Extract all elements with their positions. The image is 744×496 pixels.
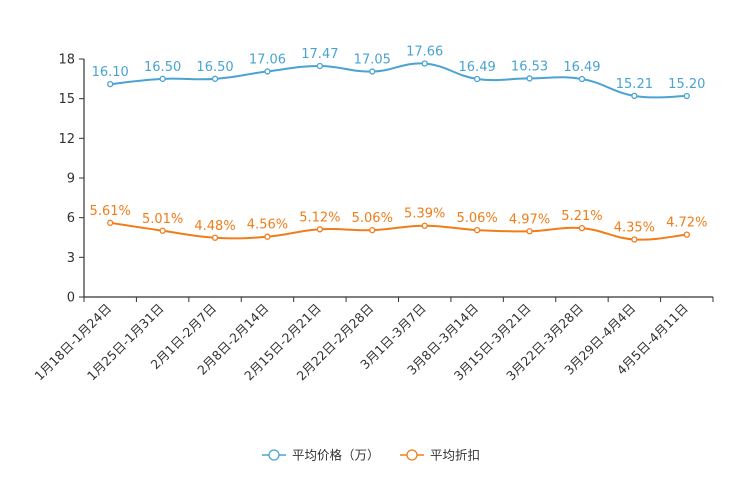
data-point[interactable] — [107, 219, 114, 226]
data-label: 5.12% — [299, 210, 340, 225]
series-1: 5.61% 5.01% 4.48% 4.56% 5.12% 5.06% 5.39% 5.06%… — [90, 204, 707, 243]
series-0: 16.10 16.50 16.50 17.06 17.47 17.05 17.66 16.49… — [92, 44, 705, 100]
legend-item-1[interactable]: 平均折扣 — [400, 448, 480, 463]
data-label: 5.61% — [90, 204, 131, 219]
series-layer: 16.10 16.50 16.50 17.06 17.47 17.05 17.66 16.49… — [90, 44, 707, 243]
y-tick-label: 3 — [67, 251, 75, 266]
y-tick-label: 15 — [58, 92, 75, 107]
data-point[interactable] — [631, 236, 638, 243]
y-axis: 0 3 6 9 12 15 18 — [58, 53, 85, 306]
data-label: 4.35% — [614, 220, 655, 235]
data-point[interactable] — [369, 226, 376, 234]
data-label: 4.72% — [666, 216, 707, 231]
data-point[interactable] — [107, 80, 114, 88]
data-label: 17.66 — [406, 44, 443, 59]
legend[interactable]: 平均价格（万） 平均折扣 — [262, 448, 480, 463]
data-label: 5.06% — [456, 211, 497, 226]
data-point[interactable] — [159, 227, 166, 234]
data-point[interactable] — [631, 92, 638, 100]
data-point[interactable] — [473, 226, 481, 234]
data-label: 4.56% — [247, 218, 288, 233]
data-point[interactable] — [526, 228, 533, 235]
data-label: 16.50 — [144, 60, 181, 75]
y-tick-label: 12 — [58, 132, 75, 147]
data-label: 16.49 — [459, 60, 496, 75]
data-label: 15.20 — [668, 77, 705, 92]
data-point[interactable] — [369, 68, 376, 75]
data-point[interactable] — [316, 62, 324, 70]
data-label: 5.06% — [352, 211, 393, 226]
y-tick-label: 9 — [67, 172, 75, 187]
data-point[interactable] — [211, 234, 219, 241]
data-label: 16.50 — [196, 60, 233, 75]
legend-item-0[interactable]: 平均价格（万） — [262, 448, 380, 463]
data-point[interactable] — [421, 222, 428, 229]
data-point[interactable] — [683, 231, 690, 238]
data-label: 17.06 — [249, 52, 286, 67]
legend-marker-icon — [406, 449, 418, 461]
data-label: 5.01% — [142, 212, 183, 227]
series-line — [110, 62, 687, 99]
data-label: 17.47 — [301, 47, 338, 62]
data-point[interactable] — [159, 75, 166, 82]
data-point[interactable] — [211, 75, 219, 82]
data-label: 15.21 — [616, 77, 653, 92]
data-label: 4.97% — [509, 212, 550, 227]
y-tick-label: 6 — [67, 211, 75, 226]
data-label: 16.49 — [563, 60, 600, 75]
legend-label: 平均折扣 — [430, 448, 480, 463]
y-tick-label: 0 — [67, 291, 75, 306]
legend-label: 平均价格（万） — [292, 448, 380, 463]
data-point[interactable] — [526, 75, 533, 82]
data-label: 16.10 — [92, 65, 129, 80]
data-label: 4.48% — [194, 219, 235, 234]
data-label: 5.39% — [404, 207, 445, 222]
data-label: 16.53 — [511, 59, 548, 74]
data-point[interactable] — [264, 68, 271, 75]
legend-marker-icon — [268, 449, 280, 461]
data-point[interactable] — [421, 60, 428, 67]
data-point[interactable] — [683, 92, 690, 100]
data-label: 5.21% — [561, 209, 602, 224]
series-line — [110, 221, 687, 241]
data-point[interactable] — [473, 75, 481, 83]
x-axis: 1月18日-1月24日1月25日-1月31日2月1日-2月7日2月8日-2月14… — [31, 296, 714, 383]
data-point[interactable] — [578, 75, 586, 83]
data-point[interactable] — [578, 224, 586, 232]
data-label: 17.05 — [354, 53, 391, 68]
y-tick-label: 18 — [58, 53, 75, 68]
data-point[interactable] — [264, 233, 271, 240]
data-point[interactable] — [316, 226, 324, 233]
